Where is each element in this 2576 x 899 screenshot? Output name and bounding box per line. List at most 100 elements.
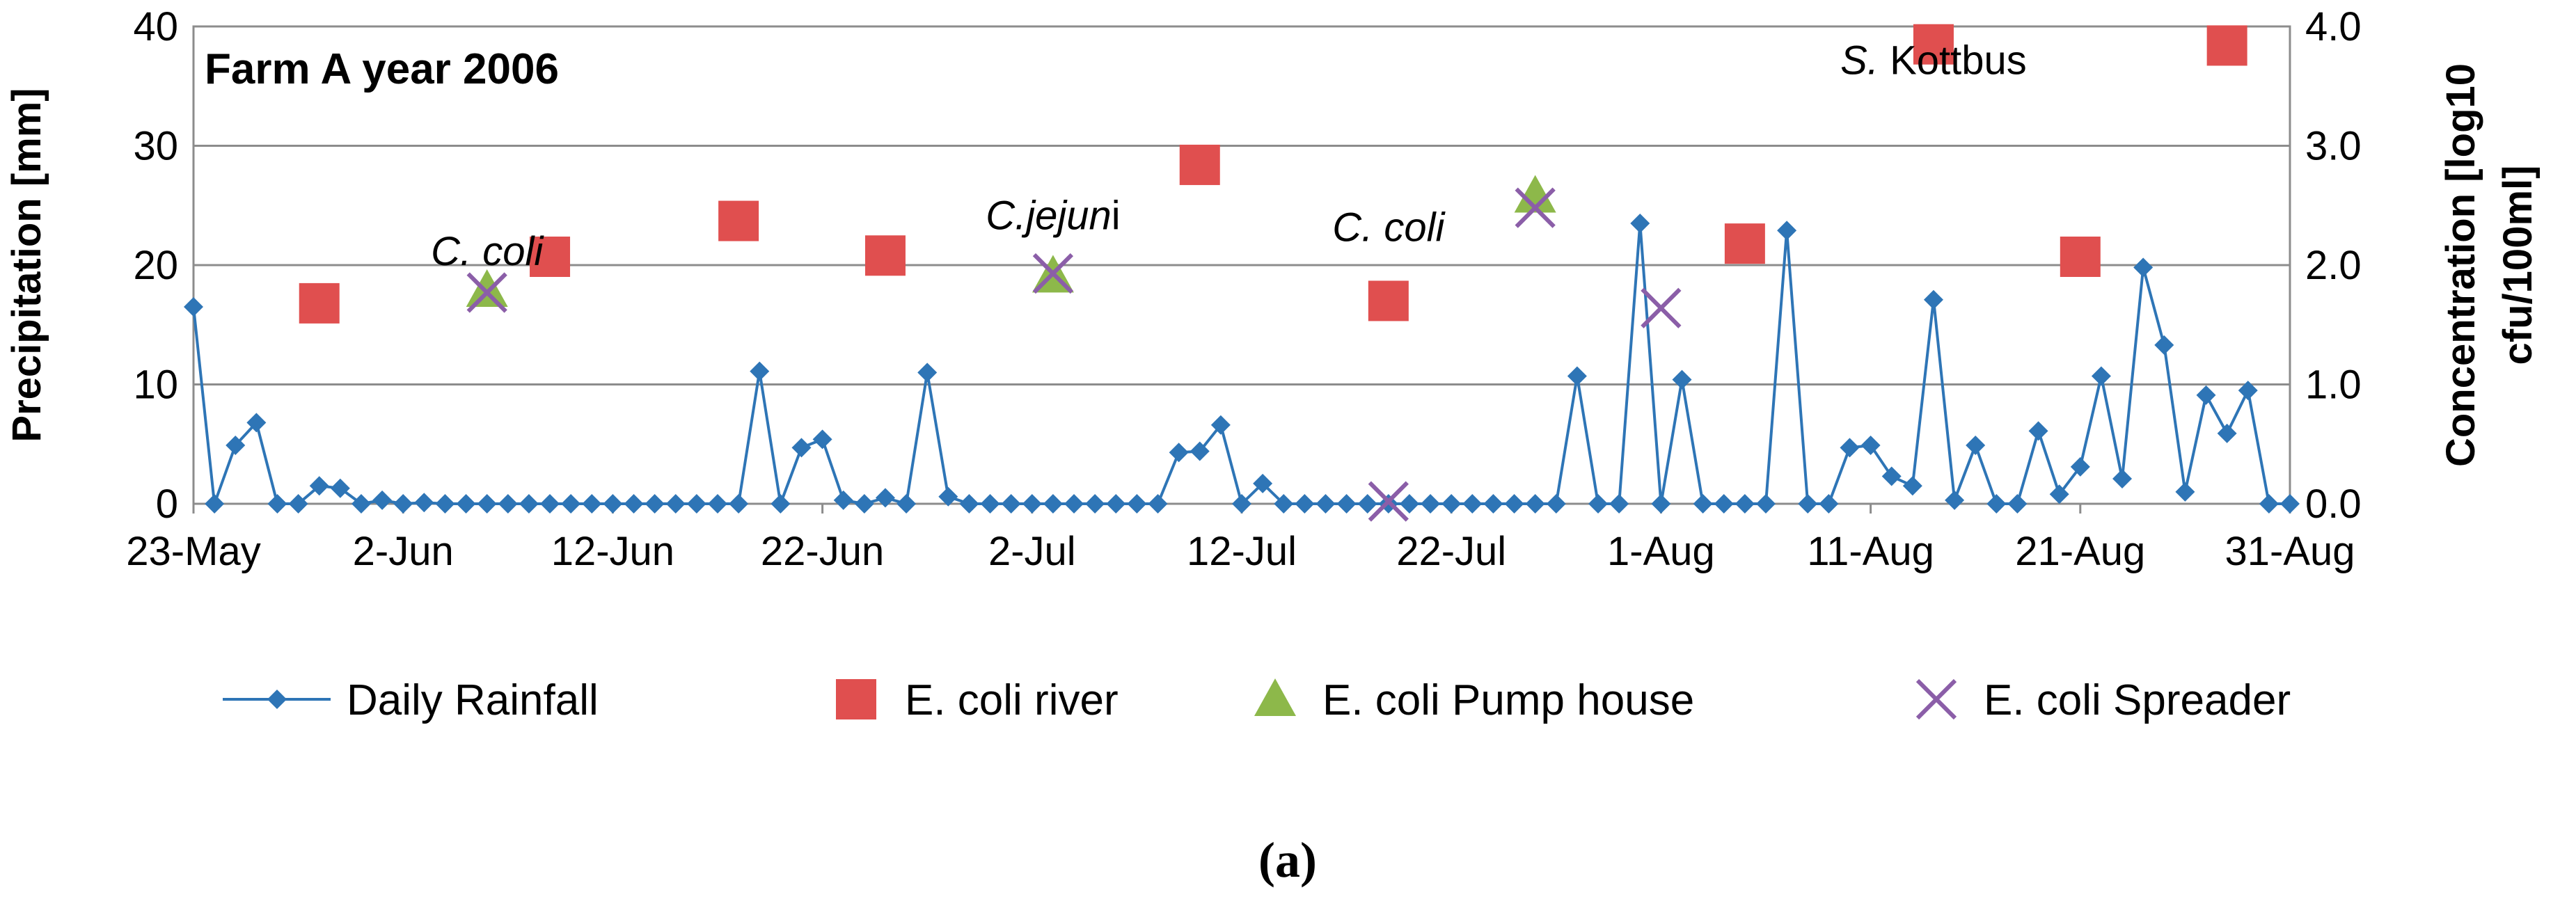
rainfall-point [833, 490, 853, 510]
rainfall-point [1127, 494, 1147, 514]
x-tick-label: 22-Jun [761, 529, 884, 574]
figure-caption: (a) [1258, 832, 1317, 888]
x-tick-label: 12-Jul [1187, 529, 1297, 574]
ecoli-river-point [718, 200, 759, 241]
left-tick-label: 0 [156, 482, 178, 527]
rainfall-point [477, 494, 497, 514]
rainfall-point [456, 494, 476, 514]
caption-letter: a [1275, 832, 1300, 888]
x-tick-label: 12-Jun [551, 529, 674, 574]
rainfall-point [1001, 494, 1021, 514]
rainfall-point [980, 494, 1000, 514]
rainfall-point [1064, 494, 1084, 514]
legend: Daily Rainfall E. coli river E. coli Pump … [223, 676, 2291, 724]
rainfall-point [246, 413, 267, 433]
ecoli-spreader-point [466, 272, 507, 313]
caption-open: ( [1258, 832, 1275, 888]
series-ecoli-spreader [466, 187, 1682, 522]
rainfall-point [2070, 456, 2090, 477]
x-tick-label: 22-Jul [1396, 529, 1506, 574]
rainfall-point [1966, 435, 1986, 455]
rainfall-point [393, 494, 413, 514]
rainfall-point [1923, 289, 1943, 310]
rainfall-point [1106, 494, 1126, 514]
rainfall-point [1672, 369, 1692, 390]
legend-label: E. coli Pump house [1322, 676, 1694, 724]
rainfall-point [917, 363, 938, 383]
legend-marker-triangle [1254, 678, 1296, 716]
left-tick-label: 30 [133, 124, 178, 169]
rainfall-point [791, 438, 812, 458]
legend-marker-diamond [267, 690, 287, 709]
rainfall-point [561, 494, 581, 514]
rainfall-point [2280, 494, 2300, 514]
legend-marker-square [836, 679, 876, 719]
right-tick-label: 2.0 [2305, 243, 2362, 288]
right-tick-label: 3.0 [2305, 124, 2362, 169]
series-ecoli-river [299, 24, 2247, 324]
rainfall-point [1945, 490, 1965, 510]
chart-title: Farm A year 2006 [205, 45, 559, 93]
ecoli-pump-house-point [1514, 175, 1556, 213]
rainfall-point [2049, 484, 2069, 504]
rainfall-point [540, 494, 560, 514]
rainfall-point [351, 494, 371, 514]
ecoli-river-point [1368, 280, 1409, 321]
rainfall-point [686, 494, 706, 514]
rainfall-point [708, 494, 727, 514]
rainfall-point [1588, 494, 1609, 514]
rainfall-point [2133, 257, 2154, 278]
left-tick-label: 20 [133, 243, 178, 288]
rainfall-point [1210, 415, 1231, 435]
rainfall-point [645, 494, 665, 514]
rainfall-point [205, 494, 225, 514]
right-tick-label: 1.0 [2305, 363, 2362, 408]
rainfall-point [519, 494, 539, 514]
right-axis-tick-labels: 0.0 1.0 2.0 3.0 4.0 [2305, 4, 2362, 527]
rainfall-point [1253, 473, 1273, 493]
rainfall-point [435, 494, 455, 514]
legend-label: Daily Rainfall [347, 676, 599, 724]
rainfall-point [372, 490, 393, 510]
rainfall-point [624, 494, 644, 514]
left-axis-tick-labels: 0 10 20 30 40 [133, 4, 178, 527]
rainfall-point [1462, 494, 1483, 514]
x-tick-label: 23-May [126, 529, 260, 574]
rainfall-point [1902, 476, 1922, 496]
rainfall-point [226, 435, 246, 455]
annotation-ccoli-1: C. coli [431, 229, 544, 274]
x-tick-label: 2-Jun [353, 529, 454, 574]
rainfall-point [2154, 335, 2174, 355]
rainfall-point [1986, 494, 2007, 514]
rainfall-point [1546, 494, 1566, 514]
series-daily-rainfall [184, 213, 2300, 514]
rainfall-point [582, 494, 602, 514]
rainfall-point [1525, 494, 1545, 514]
rainfall-point [498, 494, 518, 514]
ecoli-river-point [864, 235, 906, 276]
x-tick-label: 11-Aug [1807, 529, 1934, 574]
rainfall-point [1043, 494, 1063, 514]
rainfall-point [1756, 494, 1776, 514]
rainfall-point [938, 486, 958, 507]
rainfall-point [1190, 441, 1210, 461]
right-tick-label: 0.0 [2305, 482, 2362, 527]
rainfall-point [1714, 494, 1734, 514]
rainfall-point [1609, 494, 1629, 514]
annotation-skottbus: S. Kottbus [1840, 38, 2027, 83]
rainfall-point [1504, 494, 1524, 514]
ecoli-spreader-point [1641, 287, 1682, 328]
rainfall-point [1881, 466, 1902, 486]
right-axis-title-line: cfu/100ml] [2495, 166, 2541, 365]
rainfall-point [1085, 494, 1105, 514]
rainfall-point [1336, 494, 1357, 514]
rainfall-point [1315, 494, 1336, 514]
ecoli-spreader-point [1368, 481, 1409, 522]
x-axis-tick-labels: 23-May 2-Jun 12-Jun 22-Jun 2-Jul 12-Jul 22-Jul… [126, 504, 2355, 574]
rainfall-point [2007, 494, 2028, 514]
rainfall-point [1483, 494, 1503, 514]
rainfall-point [1357, 494, 1377, 514]
x-tick-label: 21-Aug [2015, 529, 2145, 574]
ecoli-spreader-point [1515, 187, 1556, 228]
